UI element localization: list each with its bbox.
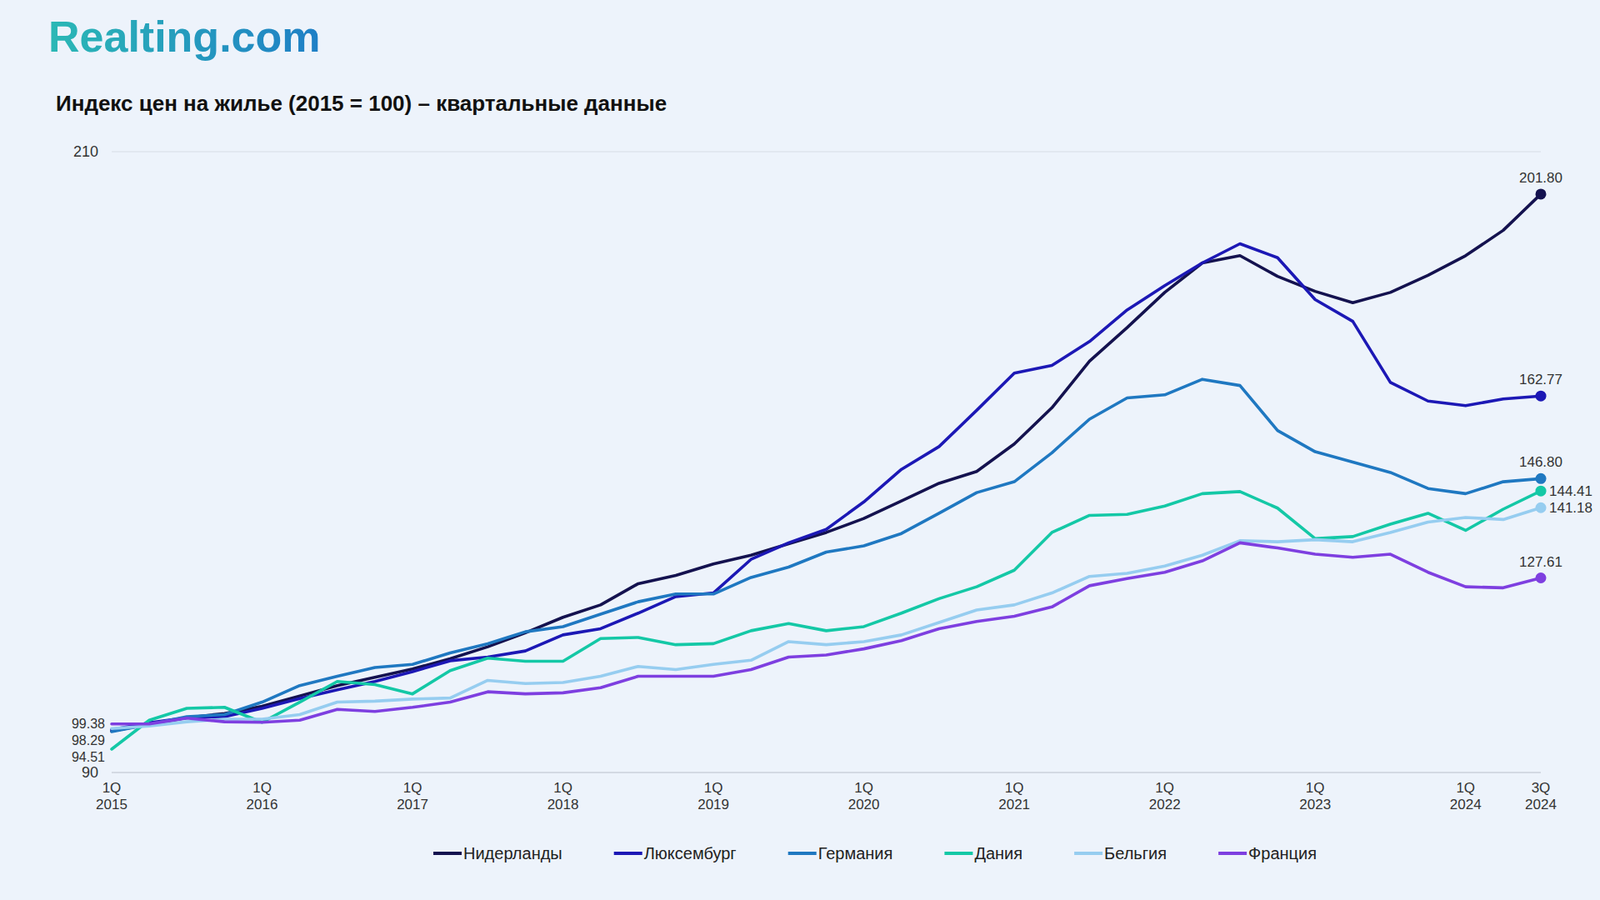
x-tick-label: 1Q2017 — [396, 780, 429, 813]
data-label: 144.41 — [1549, 483, 1593, 500]
x-tick-label: 1Q2018 — [547, 780, 580, 813]
data-labels: 201.80 162.77 146.80 144.41141.18 127.61 99.3… — [71, 170, 1593, 765]
x-tick-label-line: 2020 — [848, 796, 880, 813]
series-line — [111, 490, 1541, 750]
page: {"header": {"logo": "Realting.com"}, "ch… — [0, 0, 1600, 900]
x-tick-label-line: 2017 — [396, 796, 429, 813]
data-label: 94.51 — [71, 750, 105, 765]
logo: Realting.com — [48, 12, 321, 61]
legend-swatch — [1218, 851, 1247, 855]
data-label: 201.80 — [1519, 170, 1563, 186]
legend-label: Бельгия — [1104, 844, 1167, 863]
x-tick-label-line: 1Q — [1455, 780, 1475, 796]
x-tick-label-line: 1Q — [252, 780, 272, 796]
legend-label: Германия — [818, 844, 894, 863]
legend-label: Дания — [974, 844, 1023, 863]
y-axis-extent — [111, 151, 113, 773]
legend-swatch — [788, 851, 817, 855]
end-marker — [1535, 390, 1547, 402]
x-tick-label-line: 1Q — [1005, 780, 1025, 796]
grid-line — [111, 151, 1541, 153]
x-tick-label-line: 2022 — [1149, 796, 1181, 813]
x-tick-label: 1Q2016 — [246, 780, 279, 813]
chart-canvas: Realting.com Индекс цен на жилье (2015 = … — [0, 0, 1600, 900]
y-tick-label: 90 — [81, 764, 99, 781]
legend-item: Нидерланды — [433, 844, 563, 863]
x-tick-label-line: 1Q — [102, 780, 122, 796]
end-marker — [1535, 572, 1547, 584]
plot-area — [111, 188, 1547, 750]
legend-item: Франция — [1218, 844, 1317, 863]
legend-item: Бельгия — [1074, 844, 1167, 863]
x-tick-label-line: 2021 — [998, 796, 1030, 813]
legend-swatch — [614, 851, 643, 855]
x-tick-label-line: 3Q — [1531, 780, 1551, 796]
x-tick-label-line: 2024 — [1450, 796, 1482, 813]
data-label: 99.38 — [71, 716, 105, 731]
x-axis-line — [111, 771, 1541, 773]
data-label: 98.29 — [71, 733, 105, 748]
end-marker — [1535, 485, 1547, 497]
x-tick-label-line: 1Q — [1305, 780, 1325, 796]
legend-item: Германия — [788, 844, 894, 863]
series-line — [111, 379, 1541, 732]
x-tick-label: 1Q2024 — [1450, 780, 1482, 813]
data-label: 141.18 — [1549, 500, 1593, 516]
x-tick-label: 1Q2023 — [1299, 780, 1331, 813]
y-tick-label: 210 — [73, 143, 99, 160]
x-tick-label: 1Q2022 — [1149, 780, 1181, 813]
legend-item: Дания — [944, 844, 1023, 863]
x-tick-label: 1Q2019 — [697, 780, 730, 813]
x-tick-label-line: 2015 — [95, 796, 128, 813]
x-tick-label-line: 1Q — [1155, 780, 1175, 796]
legend-swatch — [433, 851, 462, 855]
legend-label: Франция — [1248, 844, 1317, 863]
series-line — [111, 542, 1541, 724]
end-marker — [1535, 188, 1547, 200]
x-tick-label: 1Q2021 — [998, 780, 1030, 813]
x-tick-label-line: 1Q — [403, 780, 423, 796]
legend-label: Люксембург — [644, 844, 737, 863]
legend-swatch — [1074, 851, 1103, 855]
chart-title: Индекс цен на жилье (2015 = 100) – кварт… — [55, 90, 667, 116]
x-tick-label-line: 1Q — [704, 780, 724, 796]
x-tick-label: 1Q2020 — [848, 780, 880, 813]
end-marker — [1535, 473, 1547, 485]
data-label: 146.80 — [1519, 454, 1563, 470]
series-line — [111, 507, 1541, 729]
data-label: 162.77 — [1519, 371, 1563, 388]
x-tick-label-line: 2023 — [1299, 796, 1331, 813]
x-tick-label-line: 2018 — [547, 796, 580, 813]
data-label: 127.61 — [1519, 554, 1563, 570]
x-tick-label-line: 1Q — [854, 780, 874, 796]
legend: Нидерланды Люксембург Германия Дания Бельгия… — [433, 844, 1317, 863]
series-line — [111, 194, 1541, 731]
x-tick-label: 3Q2024 — [1525, 780, 1557, 813]
end-marker — [1535, 502, 1547, 514]
x-tick-label: 1Q2015 — [95, 780, 128, 813]
legend-swatch — [944, 851, 973, 855]
x-tick-label-line: 1Q — [553, 780, 573, 796]
x-tick-label-line: 2024 — [1525, 796, 1557, 813]
series-line — [111, 244, 1541, 730]
x-tick-label-line: 2016 — [246, 796, 279, 813]
grid-line — [111, 772, 1541, 774]
x-tick-label-line: 2019 — [697, 796, 730, 813]
legend-item: Люксембург — [614, 844, 737, 863]
legend-label: Нидерланды — [463, 844, 563, 863]
